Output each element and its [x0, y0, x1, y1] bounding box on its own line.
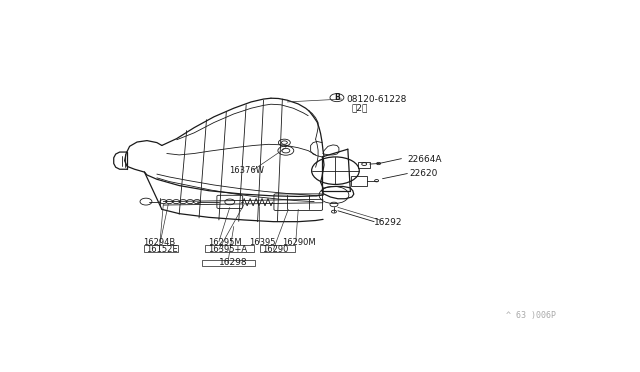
Text: 16152E: 16152E	[146, 245, 177, 254]
Bar	[260, 246, 295, 252]
Text: 08120-61228: 08120-61228	[347, 94, 407, 103]
Text: 16295M: 16295M	[208, 238, 241, 247]
Text: 16290: 16290	[262, 245, 289, 254]
Text: 16290M: 16290M	[282, 238, 316, 247]
Text: 22664A: 22664A	[408, 155, 442, 164]
Text: 16294B: 16294B	[143, 238, 176, 247]
Bar	[202, 260, 255, 266]
Text: B: B	[334, 93, 340, 102]
Text: ^ 63 )006P: ^ 63 )006P	[506, 311, 556, 320]
Bar	[145, 246, 178, 252]
Text: 16395+A: 16395+A	[208, 245, 247, 254]
Text: 22620: 22620	[410, 169, 438, 178]
Text: 16292: 16292	[374, 218, 402, 227]
Text: （2）: （2）	[352, 104, 368, 113]
Text: 16298: 16298	[219, 259, 248, 267]
Text: 16395: 16395	[249, 238, 275, 247]
Bar	[205, 246, 254, 252]
Text: 16376W: 16376W	[229, 166, 264, 175]
